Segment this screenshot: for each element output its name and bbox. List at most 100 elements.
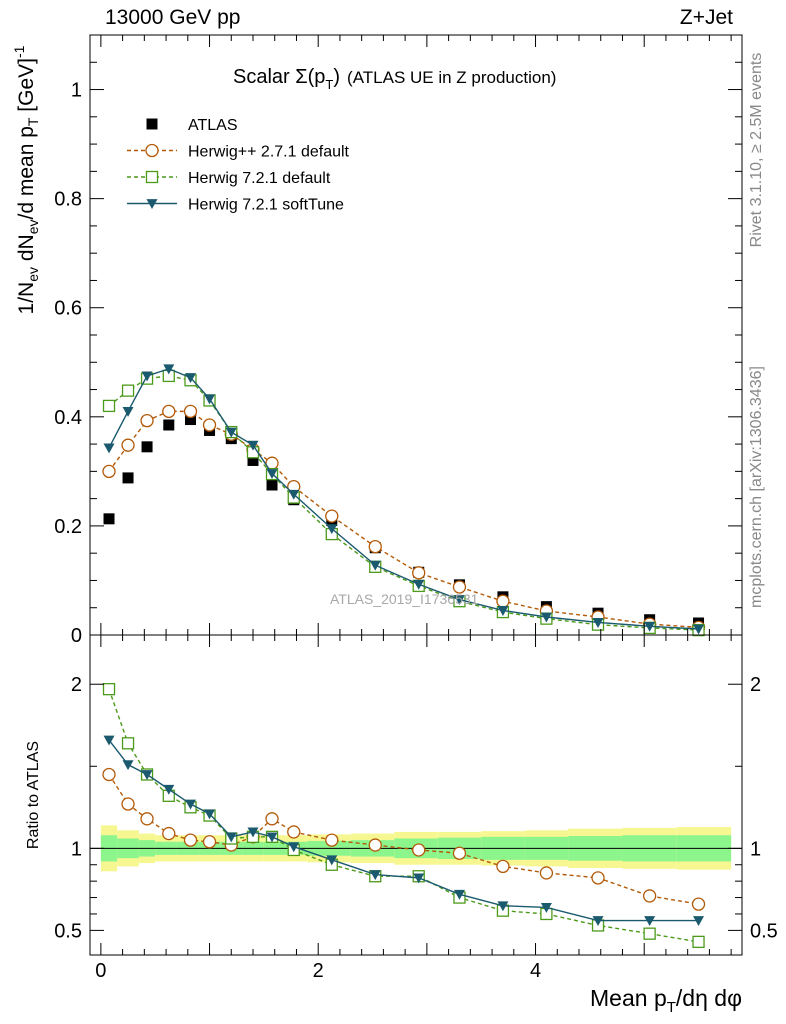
plot-title-close: ) — [333, 66, 340, 88]
data-point-herwig-2-7-1-default — [121, 797, 135, 811]
plot-title-rest: (ATLAS UE in Z production) — [347, 68, 556, 87]
series-herwig-7-2-1-default — [102, 683, 705, 949]
data-point-herwig-7-2-1-softtune — [266, 832, 278, 843]
data-point-herwig-2-7-1-default — [162, 404, 176, 419]
data-point-herwig-7-2-1-default — [121, 384, 135, 397]
x-label-part: φ — [727, 985, 742, 1011]
data-point-herwig-2-7-1-default — [591, 871, 605, 885]
y-label-part: /d mean p — [15, 126, 38, 219]
y-tick-label: 1 — [71, 80, 82, 102]
y-tick-label-right: 0.5 — [750, 920, 778, 942]
series-line-herwig-7-2-1-softtune — [108, 368, 699, 630]
data-point-herwig-7-2-1-softtune — [413, 873, 425, 884]
main-plot-area — [102, 364, 706, 637]
data-point-herwig-7-2-1-softtune — [288, 842, 300, 853]
x-tick-label: 2 — [313, 960, 324, 982]
y-tick-label: 1 — [71, 838, 82, 860]
plot-title-sub: T — [325, 77, 333, 92]
data-point-herwig-7-2-1-softtune — [497, 901, 509, 912]
series-herwig-7-2-1-softtune — [103, 364, 705, 635]
data-point-atlas — [266, 479, 278, 491]
data-point-herwig-2-7-1-default — [102, 464, 116, 479]
y-axis-label: 1/Nev dNev/d mean pT [GeV]-1 — [11, 45, 41, 314]
data-point-herwig-7-2-1-softtune — [247, 827, 259, 838]
data-point-herwig-2-7-1-default — [162, 826, 176, 841]
data-point-herwig-2-7-1-default — [412, 566, 426, 580]
mcplots-label: mcplots.cern.ch [arXiv:1306.3436] — [748, 366, 765, 608]
y-tick-label-right: 1 — [750, 838, 761, 860]
data-point-herwig-7-2-1-softtune — [369, 870, 381, 881]
y-label-part: dN — [15, 234, 38, 267]
data-point-herwig-7-2-1-softtune — [103, 443, 115, 454]
data-point-herwig-2-7-1-default — [368, 539, 382, 554]
data-point-herwig-7-2-1-softtune — [326, 855, 338, 866]
data-point-herwig-2-7-1-default — [642, 889, 657, 903]
main-panel: 00.20.40.60.81 Scalar Σ(pT) (ATLAS UE in … — [11, 34, 743, 647]
y-tick-label: 0.8 — [54, 189, 82, 211]
y-tick-label: 0.6 — [54, 298, 82, 320]
data-point-herwig-2-7-1-default — [140, 812, 154, 826]
data-point-herwig-7-2-1-softtune — [369, 560, 381, 571]
data-point-herwig-7-2-1-softtune — [103, 735, 115, 746]
data-point-herwig-7-2-1-softtune — [592, 618, 604, 628]
data-point-herwig-7-2-1-softtune — [204, 394, 216, 405]
data-point-herwig-2-7-1-default — [202, 835, 217, 849]
ratio-panel: 0 2 4 0.5 0.5 1 1 2 2 Ratio to ATLAS Mean pT/dη … — [25, 634, 778, 1016]
data-point-herwig-7-2-1-softtune — [644, 621, 656, 632]
data-point-herwig-7-2-1-softtune — [540, 612, 552, 623]
data-point-herwig-7-2-1-softtune — [141, 371, 153, 382]
data-point-atlas — [163, 419, 175, 431]
data-point-herwig-2-7-1-default — [325, 509, 339, 523]
data-point-herwig-7-2-1-default — [121, 737, 135, 750]
y-tick-label: 0.2 — [54, 516, 82, 538]
rivet-label: Rivet 3.1.10, ≥ 2.5M events — [748, 53, 765, 248]
data-point-herwig-2-7-1-default — [691, 897, 706, 911]
y-tick-label: 0 — [71, 625, 82, 647]
data-point-herwig-7-2-1-softtune — [497, 606, 509, 616]
legend-label-atlas: ATLAS — [188, 117, 238, 134]
x-tick-label: 0 — [95, 960, 106, 982]
legend: ATLAS Herwig++ 2.7.1 default Herwig 7.2.1 … — [127, 117, 350, 214]
process-label: Z+Jet — [680, 6, 733, 29]
y-tick-label: 0.4 — [54, 407, 82, 429]
legend-label-herwig-7-2-1-softtune: Herwig 7.2.1 softTune — [188, 197, 344, 214]
data-point-herwig-2-7-1-default — [325, 833, 339, 847]
data-point-herwig-2-7-1-default — [496, 594, 510, 608]
y-label-sub: T — [25, 117, 41, 126]
data-point-atlas — [247, 454, 259, 466]
y-label-sub: ev — [25, 267, 41, 282]
plot-title: Scalar Σ(pT) (ATLAS UE in Z production) — [233, 66, 556, 92]
data-point-herwig-2-7-1-default — [496, 859, 510, 874]
data-point-herwig-2-7-1-default — [121, 438, 135, 452]
ratio-y-label: Ratio to ATLAS — [25, 741, 42, 849]
data-point-herwig-7-2-1-softtune — [225, 832, 237, 843]
data-point-herwig-7-2-1-softtune — [185, 799, 197, 810]
legend-label-herwig-2-7-1-default: Herwig++ 2.7.1 default — [188, 144, 350, 161]
data-point-herwig-7-2-1-softtune — [326, 524, 338, 535]
data-point-herwig-7-2-1-softtune — [163, 784, 175, 795]
x-label-part: Mean p — [590, 985, 667, 1011]
energy-label: 13000 GeV pp — [105, 6, 240, 29]
data-point-herwig-7-2-1-default — [643, 927, 656, 940]
data-point-atlas — [122, 472, 134, 484]
data-point-herwig-2-7-1-default — [412, 843, 426, 857]
data-point-herwig-7-2-1-softtune — [592, 916, 604, 927]
series-herwig-7-2-1-softtune — [103, 735, 705, 927]
data-point-herwig-7-2-1-softtune — [288, 489, 300, 500]
watermark: ATLAS_2019_I1736531 — [330, 591, 479, 607]
data-point-herwig-7-2-1-softtune — [266, 469, 278, 480]
y-label-part: 1/N — [15, 282, 38, 315]
data-point-herwig-7-2-1-softtune — [644, 916, 656, 927]
data-point-herwig-2-7-1-default — [183, 404, 198, 419]
legend-label-herwig-7-2-1-default: Herwig 7.2.1 default — [188, 170, 331, 187]
x-label-part: η d — [695, 985, 727, 1011]
data-point-herwig-2-7-1-default — [265, 812, 279, 826]
data-point-herwig-7-2-1-softtune — [122, 406, 134, 417]
ratio-frame — [89, 634, 743, 956]
legend-marker-herwig-7-2-1-default — [145, 170, 159, 184]
y-tick-label: 2 — [71, 674, 82, 696]
x-tick-label: 4 — [530, 960, 541, 982]
data-point-herwig-2-7-1-default — [140, 413, 154, 428]
x-axis-label: Mean pT/dη dφ — [590, 985, 742, 1016]
data-point-atlas — [103, 513, 115, 525]
